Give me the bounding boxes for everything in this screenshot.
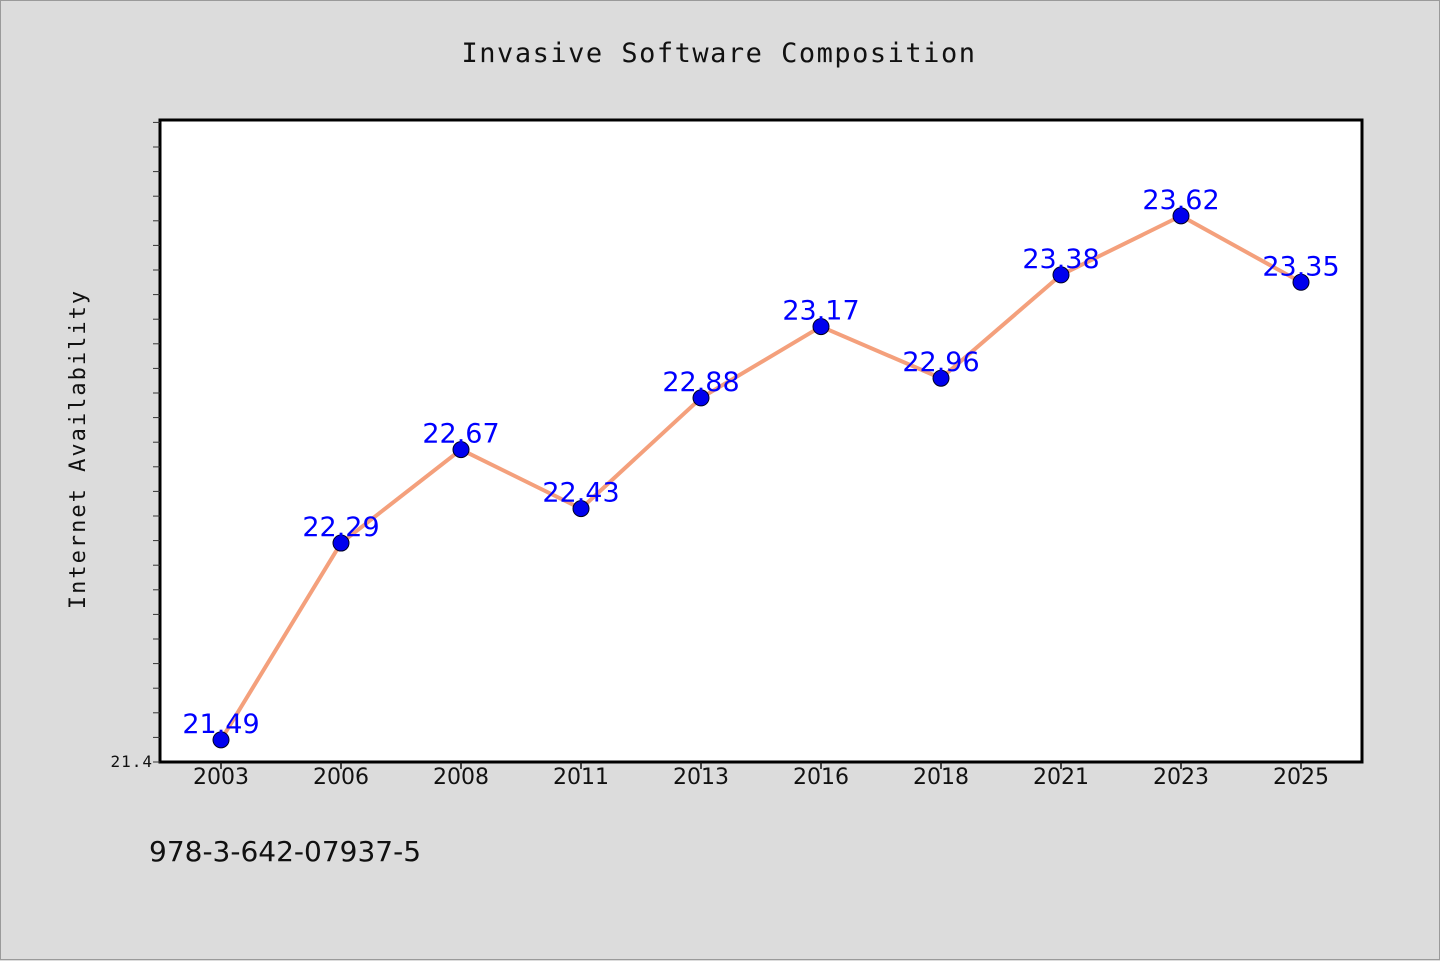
x-tick-label: 2013 (673, 765, 729, 790)
data-point (572, 500, 590, 518)
y-axis-ticks (153, 121, 160, 763)
data-label: 22.96 (902, 347, 979, 378)
data-label: 23.35 (1262, 251, 1339, 282)
data-label: 23.17 (782, 296, 859, 327)
data-label: 21.49 (182, 709, 259, 740)
x-tick-label: 2008 (433, 765, 489, 790)
y-axis-min-label: 21.4 (110, 752, 153, 771)
isbn-footnote: 978-3-642-07937-5 (149, 835, 422, 868)
data-point (1052, 266, 1070, 284)
x-tick-label: 2006 (313, 765, 369, 790)
data-point (332, 534, 350, 552)
data-label: 22.29 (302, 512, 379, 543)
data-point (932, 369, 950, 387)
data-label: 23.38 (1022, 244, 1099, 275)
data-label: 22.67 (422, 419, 499, 450)
data-point (1292, 273, 1310, 291)
x-tick-label: 2011 (553, 765, 609, 790)
y-axis-label: Internet Availability (66, 289, 91, 609)
series-line (219, 213, 1302, 741)
data-point (1172, 207, 1190, 225)
x-axis: 2003 2006 2008 2011 2013 2016 2018 2021 2023 2025 (193, 762, 1329, 790)
data-point (812, 318, 830, 336)
x-tick-label: 2023 (1153, 765, 1209, 790)
series-layer: 21.49 22.29 22.67 22.43 22.88 23.17 22.96 23.38… (182, 185, 1340, 749)
data-label: 23.62 (1142, 185, 1219, 216)
x-tick-label: 2016 (793, 765, 849, 790)
data-label: 22.88 (662, 367, 739, 398)
data-point (692, 389, 710, 407)
x-tick-label: 2003 (193, 765, 249, 790)
x-tick-label: 2021 (1033, 765, 1089, 790)
data-label: 22.43 (542, 478, 619, 509)
x-tick-label: 2018 (913, 765, 969, 790)
data-point (212, 731, 230, 749)
x-tick-label: 2025 (1273, 765, 1329, 790)
data-point (452, 441, 470, 459)
chart-title: Invasive Software Composition (462, 38, 977, 69)
